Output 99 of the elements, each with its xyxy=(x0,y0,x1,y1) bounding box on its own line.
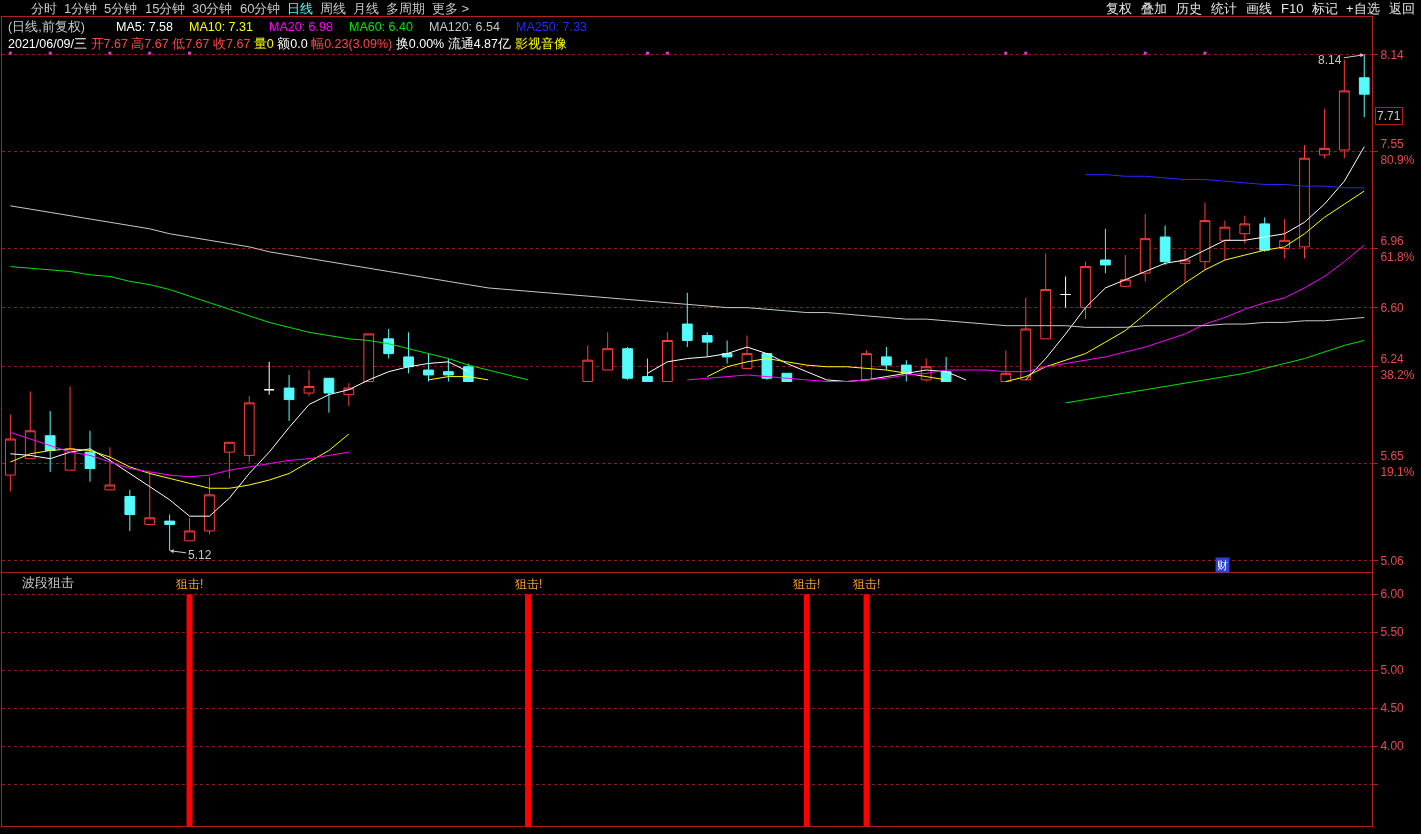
candlestick xyxy=(701,331,713,358)
data-label: 狙击! xyxy=(176,577,204,591)
text: MA20: 6.98 xyxy=(269,20,333,34)
candlestick xyxy=(1239,215,1251,245)
data-label: 狙击! xyxy=(853,577,881,591)
y-tick-label: 6.60 xyxy=(1380,300,1405,315)
text: 日线 xyxy=(287,1,313,16)
candlestick xyxy=(602,331,614,371)
y-tick-label: 4.50 xyxy=(1380,701,1405,716)
candlestick xyxy=(662,331,673,383)
y-tick-label: 8.14 xyxy=(1380,47,1405,62)
candlestick xyxy=(622,346,633,381)
candlestick xyxy=(1179,249,1191,284)
text: F10 xyxy=(1281,1,1304,16)
candlestick xyxy=(681,292,693,348)
candlestick xyxy=(1060,275,1071,309)
candlestick xyxy=(44,410,56,473)
text: 7.71 xyxy=(1377,109,1401,123)
candlestick xyxy=(1020,297,1032,381)
text: 30分钟 xyxy=(192,1,233,16)
y-tick-label: 5.65 19.1% xyxy=(1380,449,1415,479)
candlestick xyxy=(1100,228,1111,274)
candlestick xyxy=(383,328,395,360)
y-tick-label: 5.00 xyxy=(1380,663,1405,678)
candlestick xyxy=(881,346,892,371)
text: 多周期 xyxy=(386,1,425,16)
text: 周线 xyxy=(320,1,346,16)
candlestick xyxy=(1259,216,1271,253)
candlestick xyxy=(1319,108,1330,159)
candlestick xyxy=(1199,202,1211,271)
chart-title: (日线,前复权) xyxy=(8,20,85,34)
chart-title: 波段狙击 xyxy=(22,576,74,590)
candlestick xyxy=(940,356,952,383)
candlestick xyxy=(403,331,414,374)
text: 历史 xyxy=(1176,1,1202,16)
candlestick xyxy=(582,344,594,383)
candlestick xyxy=(184,517,195,542)
candlestick xyxy=(1219,220,1231,261)
y-tick-label: 7.55 80.9% xyxy=(1380,137,1415,167)
data-label: 狙击! xyxy=(793,577,821,591)
text: 1分钟 xyxy=(64,1,98,16)
candlestick xyxy=(223,441,235,479)
candlestick xyxy=(1000,349,1012,383)
y-tick-label: 5.50 xyxy=(1380,625,1405,640)
y-tick-label: 6.00 xyxy=(1380,587,1405,602)
candlestick xyxy=(363,333,375,383)
candlestick xyxy=(1358,54,1370,118)
candlestick xyxy=(204,476,215,535)
candlestick xyxy=(124,489,136,532)
text: 叠加 xyxy=(1141,1,1167,16)
text: 返回 xyxy=(1389,1,1415,16)
text: MA60: 6.40 xyxy=(349,20,413,34)
candlestick xyxy=(1080,261,1091,320)
text: 15分钟 xyxy=(145,1,186,16)
candlestick xyxy=(1119,254,1131,287)
candlestick xyxy=(1159,225,1171,266)
candlestick xyxy=(1299,144,1310,259)
text: 月线 xyxy=(353,1,379,16)
annotation: 8.14 xyxy=(1318,53,1342,67)
text: +自选 xyxy=(1346,1,1380,16)
text: 更多 > xyxy=(432,1,470,16)
text: 60分钟 xyxy=(240,1,281,16)
candlestick xyxy=(164,514,176,552)
data-label: 狙击! xyxy=(515,577,543,591)
candlestick xyxy=(443,358,454,383)
candlestick xyxy=(303,369,315,397)
candlestick xyxy=(104,446,116,491)
text: 标记 xyxy=(1311,1,1338,16)
text: 2021/06/09/三 开7.67 高7.67 低7.67 收7.67 量0 额0.0 幅0.23(3.09%) 换0.00% 流通4.87亿 影视音像 xyxy=(8,37,567,51)
annotation: 5.12 xyxy=(188,548,212,562)
y-tick-label: 5.06 xyxy=(1380,553,1405,568)
candlestick xyxy=(263,361,275,396)
line-series xyxy=(9,205,1365,328)
y-tick-label: 4.00 xyxy=(1380,739,1405,754)
candlestick xyxy=(900,359,912,383)
candlestick xyxy=(84,430,96,483)
candlestick xyxy=(144,471,156,525)
candlestick xyxy=(1139,213,1151,282)
text: MA120: 6.54 xyxy=(429,20,500,34)
y-tick-label: 6.96 61.8% xyxy=(1380,233,1415,264)
candlestick xyxy=(423,353,434,383)
annotation: 财 xyxy=(1217,559,1228,571)
candlestick xyxy=(642,358,653,383)
text: MA10: 7.31 xyxy=(189,20,253,34)
text: 分时 xyxy=(31,1,57,16)
text: 复权 xyxy=(1106,1,1132,16)
candlestick xyxy=(323,377,335,414)
candlestick xyxy=(861,349,872,381)
text: MA250: 7.33 xyxy=(516,20,587,34)
candlestick xyxy=(243,395,255,463)
y-tick-label: 6.24 38.2% xyxy=(1380,352,1415,382)
text: MA5: 7.58 xyxy=(116,20,174,34)
text: 5分钟 xyxy=(104,1,138,16)
candlestick xyxy=(1040,252,1052,340)
text: 画线 xyxy=(1246,1,1272,16)
candlestick xyxy=(4,413,16,493)
line-series xyxy=(1085,174,1365,189)
text: 统计 xyxy=(1211,1,1237,16)
candlestick xyxy=(283,374,295,422)
